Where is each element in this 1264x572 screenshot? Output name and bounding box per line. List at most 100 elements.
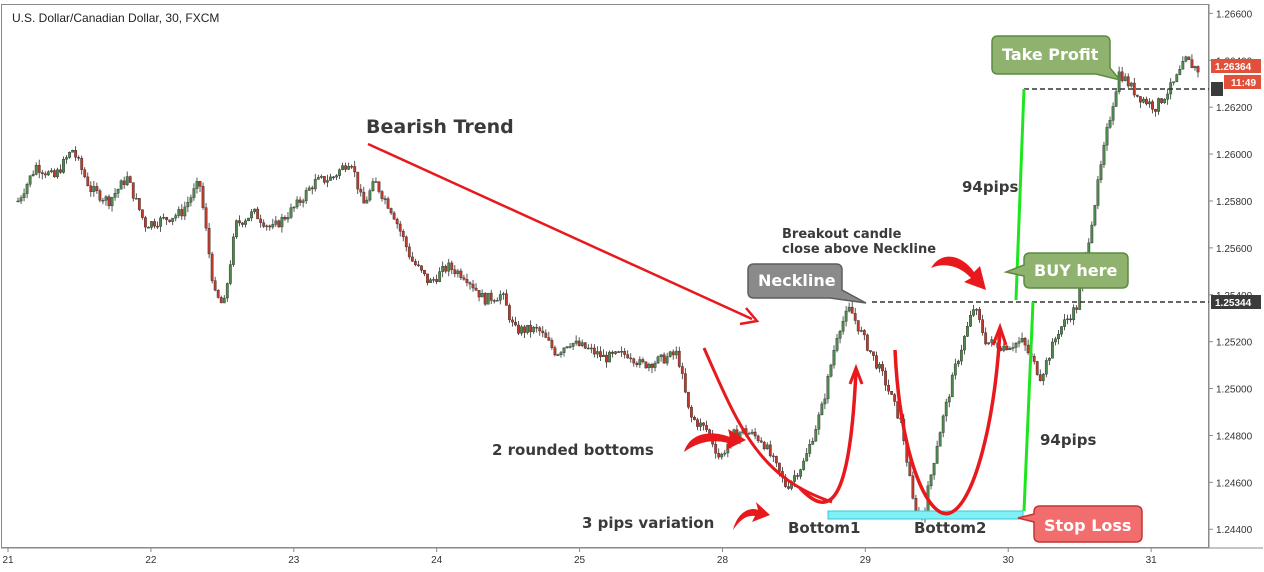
candle-body xyxy=(426,273,429,283)
candle-body xyxy=(286,217,290,220)
candle-body xyxy=(101,200,105,202)
candle-body xyxy=(802,460,806,470)
candle-body xyxy=(301,200,305,203)
candle-body xyxy=(134,198,138,200)
candle-body xyxy=(289,207,293,218)
breakout-label-line2: close above Neckline xyxy=(782,242,936,257)
candle-body xyxy=(241,222,244,225)
candle-body xyxy=(838,331,842,339)
candle-body xyxy=(963,336,966,351)
candle-body xyxy=(583,342,587,349)
bottom2-arrowhead xyxy=(991,322,1008,346)
candle-body xyxy=(623,350,627,355)
neckline-label: Neckline xyxy=(758,271,836,290)
breakout-label-line1: Breakout candle xyxy=(782,227,902,242)
x-tick-label: 21 xyxy=(2,555,14,566)
bottom2-curve xyxy=(893,329,1002,516)
candle-body xyxy=(156,225,159,228)
candle-body xyxy=(207,227,211,255)
candle-body xyxy=(592,347,596,355)
candle-body xyxy=(410,256,414,262)
candle-body xyxy=(668,351,672,357)
measure-line-lower xyxy=(1022,301,1035,512)
candle-body xyxy=(159,217,162,227)
candle-body xyxy=(283,217,287,220)
candle-body xyxy=(787,486,790,489)
candle-body xyxy=(753,431,757,437)
candle-body xyxy=(1120,71,1124,81)
candle-body xyxy=(774,456,778,464)
candle-body xyxy=(811,440,815,445)
candle-body xyxy=(853,313,857,321)
candle-body xyxy=(1166,93,1170,100)
candle-body xyxy=(665,356,669,364)
candle-body xyxy=(723,452,727,455)
candle-body xyxy=(932,463,936,476)
candle-body xyxy=(1069,318,1072,321)
candle-body xyxy=(559,352,563,355)
candles xyxy=(16,54,1200,523)
x-tick-label: 22 xyxy=(145,555,157,566)
candle-body xyxy=(647,363,651,369)
y-tick-label: 1.24800 xyxy=(1216,431,1253,442)
candle-body xyxy=(125,176,129,185)
stop-loss-callout: Stop Loss xyxy=(1017,505,1143,543)
candle-body xyxy=(826,376,830,400)
candle-body xyxy=(674,350,678,356)
candle-body xyxy=(1190,59,1194,69)
candle-body xyxy=(389,208,393,214)
candle-body xyxy=(562,347,566,353)
candle-body xyxy=(941,415,945,433)
candle-body xyxy=(599,351,602,358)
candle-body xyxy=(680,366,684,374)
y-tick-label: 1.25000 xyxy=(1216,385,1253,396)
candle-body xyxy=(398,223,402,232)
candle-body xyxy=(793,475,796,482)
candle-body xyxy=(683,373,687,393)
candle-body xyxy=(1114,91,1118,107)
candle-body xyxy=(1126,76,1130,87)
candle-body xyxy=(908,462,912,477)
x-tick-label: 24 xyxy=(431,555,443,566)
neckline-callout: Neckline xyxy=(747,263,867,304)
candle-body xyxy=(298,199,302,203)
candle-body xyxy=(656,356,660,364)
candle-body xyxy=(984,332,988,345)
candle-body xyxy=(326,180,329,183)
candle-body xyxy=(247,217,250,222)
candle-body xyxy=(153,221,156,227)
candle-body xyxy=(1050,341,1054,359)
candle-body xyxy=(225,283,229,299)
candle-body xyxy=(1181,61,1185,70)
candle-body xyxy=(1096,179,1100,206)
candle-body xyxy=(98,190,102,201)
y-tick-label: 1.25800 xyxy=(1216,197,1253,208)
candle-body xyxy=(162,217,166,219)
candle-body xyxy=(307,187,311,191)
candle-body xyxy=(174,215,178,219)
candle-body xyxy=(595,351,599,355)
candle-body xyxy=(608,351,611,363)
candle-body xyxy=(335,175,338,178)
candle-body xyxy=(571,343,575,347)
candle-body xyxy=(835,338,839,351)
candle-body xyxy=(771,455,775,458)
candle-body xyxy=(438,271,442,282)
candle-body xyxy=(653,362,657,368)
candle-body xyxy=(1163,99,1167,103)
candle-body xyxy=(89,185,93,192)
bottom1-label: Bottom1 xyxy=(788,519,860,537)
candle-body xyxy=(480,292,484,298)
candle-body xyxy=(1035,361,1039,375)
bearish-trend-label: Bearish Trend xyxy=(366,116,514,138)
candle-body xyxy=(1063,319,1066,327)
candle-body xyxy=(884,370,887,386)
candle-body xyxy=(626,354,630,359)
candle-body xyxy=(565,346,569,349)
candle-body xyxy=(140,209,144,218)
candle-body xyxy=(705,425,708,430)
candle-body xyxy=(265,225,269,228)
candle-body xyxy=(1157,98,1160,112)
support-zone xyxy=(827,510,1024,520)
candle-body xyxy=(1148,101,1151,105)
